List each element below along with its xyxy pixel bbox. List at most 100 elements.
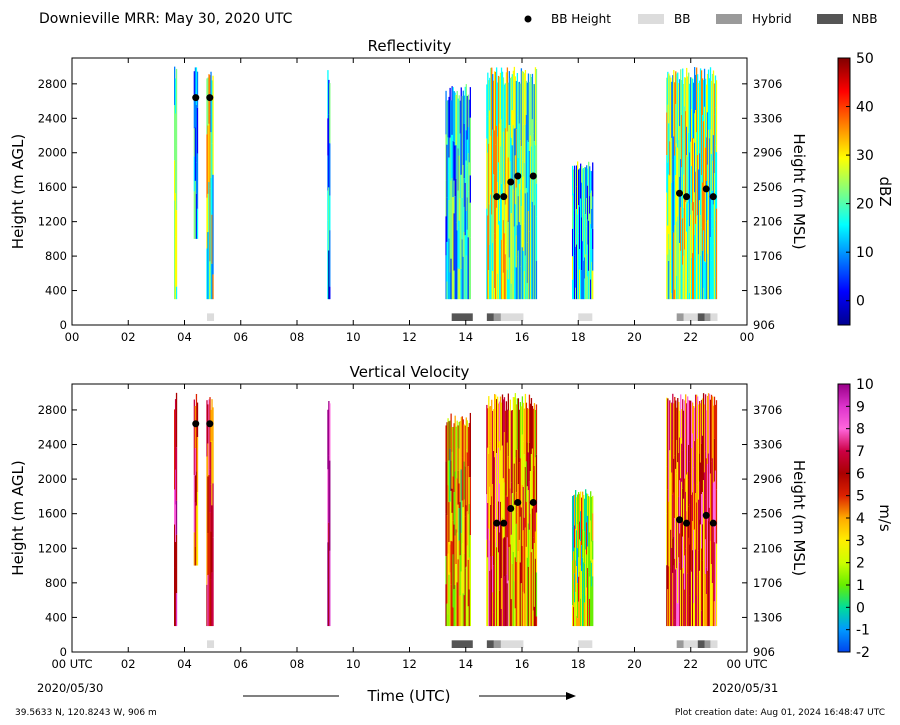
velocity-echo-segment: [445, 412, 472, 627]
velocity-echo-segment: [174, 392, 178, 627]
reflectivity-x-tick-label: 00: [65, 330, 80, 344]
reflectivity-bb-class-bb-bar: [683, 313, 698, 321]
velocity-y-tick-label: 0: [60, 645, 67, 659]
reflectivity-echo-segment: [486, 67, 510, 300]
velocity-title: Vertical Velocity: [350, 363, 470, 381]
velocity-bb-class-bb-bar: [683, 640, 698, 648]
reflectivity-plot-frame: [71, 57, 748, 326]
legend-bb-height-label: BB Height: [551, 12, 611, 26]
reflectivity-y2-tick-label: 2106: [753, 215, 782, 229]
velocity-bb-height-point: [192, 420, 200, 428]
velocity-bb-class-bb-bar: [578, 640, 593, 648]
velocity-echo-segment: [193, 393, 199, 566]
velocity-colorbar-tick-label: 8: [856, 422, 865, 438]
reflectivity-x-tick-label: 16: [515, 330, 530, 344]
reflectivity-bb-class-hybrid-bar: [676, 313, 684, 321]
reflectivity-y-tick-label: 800: [45, 249, 67, 263]
velocity-bb-class-nbb-bar: [451, 640, 473, 648]
reflectivity-y-tick-label: 2800: [38, 77, 67, 91]
velocity-colorbar-tick-label: 6: [856, 466, 865, 482]
reflectivity-echo-segment: [571, 161, 594, 300]
time-arrow-head: [566, 692, 576, 700]
reflectivity-colorbar-tick-label: 0: [856, 294, 865, 310]
reflectivity-echo-segment: [206, 71, 214, 300]
reflectivity-bb-height-point: [709, 193, 717, 201]
reflectivity-colorbar-tick-label: 40: [856, 100, 874, 116]
velocity-bb-class-hybrid-bar: [704, 640, 711, 648]
reflectivity-ylabel: Height (m AGL): [9, 134, 27, 249]
reflectivity-x-tick-label: 12: [402, 330, 417, 344]
end-date-label: 2020/05/31: [712, 681, 778, 695]
velocity-echo-segment: [327, 400, 331, 627]
velocity-x-tick-label: 10: [346, 657, 361, 671]
velocity-bb-class-nbb-bar: [697, 640, 705, 648]
reflectivity-bb-class-hybrid-bar: [493, 313, 501, 321]
velocity-colorbar-tick-label: 3: [856, 533, 865, 549]
velocity-colorbar-tick-label: 1: [856, 578, 865, 594]
class-legend: BB Height BB Hybrid NBB: [524, 12, 877, 26]
reflectivity-bb-height-point: [676, 189, 683, 197]
reflectivity-bb-height-point: [500, 193, 508, 201]
velocity-x-tick-label: 00 UTC: [51, 657, 92, 671]
velocity-y2-tick-label: 1706: [753, 576, 782, 590]
start-date-label: 2020/05/30: [37, 681, 103, 695]
legend-nbb-swatch: [817, 14, 843, 24]
velocity-colorbar-tick-label: 7: [856, 444, 865, 460]
velocity-y-tick-label: 2400: [38, 438, 67, 452]
velocity-bb-class-hybrid-bar: [676, 640, 684, 648]
reflectivity-x-tick-label: 18: [571, 330, 586, 344]
reflectivity-y-tick-label: 1600: [38, 180, 67, 194]
velocity-bb-height-point: [702, 511, 710, 519]
velocity-x-tick-label: 04: [177, 657, 192, 671]
reflectivity-echo-segment: [327, 70, 331, 300]
velocity-echo-segment: [666, 393, 718, 627]
reflectivity-colorbar-label: dBZ: [876, 176, 894, 206]
velocity-colorbar-label: m/s: [876, 504, 894, 532]
velocity-x-tick-label: 20: [627, 657, 642, 671]
velocity-x-tick-label: 16: [515, 657, 530, 671]
reflectivity-x-tick-label: 22: [683, 330, 698, 344]
time-axis-label: Time (UTC): [367, 687, 451, 705]
velocity-y2-tick-label: 906: [753, 645, 775, 659]
reflectivity-y-tick-label: 2400: [38, 111, 67, 125]
velocity-bb-class-bb-bar: [710, 640, 718, 648]
velocity-colorbar-tick-label: -2: [856, 645, 870, 661]
velocity-colorbar-tick-label: 0: [856, 600, 865, 616]
velocity-y-tick-label: 1600: [38, 507, 67, 521]
velocity-y-tick-label: 400: [45, 610, 67, 624]
velocity-bb-height-point: [683, 519, 691, 527]
velocity-bb-height-point: [206, 420, 214, 428]
legend-nbb-label: NBB: [852, 12, 877, 26]
reflectivity-colorbar-tick-label: 10: [856, 245, 874, 261]
reflectivity-bb-height-point: [514, 172, 522, 180]
velocity-bb-height-point: [507, 504, 515, 512]
reflectivity-x-tick-label: 10: [346, 330, 361, 344]
reflectivity-x-tick-label: 06: [233, 330, 248, 344]
velocity-bb-class-nbb-bar: [486, 640, 494, 648]
reflectivity-x-tick-label: 02: [121, 330, 136, 344]
legend-bb-label: BB: [674, 12, 690, 26]
velocity-bb-height-point: [676, 516, 683, 524]
reflectivity-bb-class-bb-bar: [578, 313, 593, 321]
legend-hybrid-label: Hybrid: [752, 12, 792, 26]
velocity-y-tick-label: 800: [45, 576, 67, 590]
reflectivity-bb-height-point: [507, 178, 515, 186]
reflectivity-bb-class-nbb-bar: [697, 313, 705, 321]
reflectivity-bb-class-bb-bar: [710, 313, 718, 321]
reflectivity-colorbar-tick-label: 50: [856, 51, 874, 67]
reflectivity-y-tick-label: 0: [60, 318, 67, 332]
velocity-bb-class-bb-bar: [500, 640, 524, 648]
reflectivity-title: Reflectivity: [368, 37, 452, 55]
velocity-x-tick-label: 06: [233, 657, 248, 671]
reflectivity-y2-tick-label: 2906: [753, 146, 782, 160]
reflectivity-x-tick-label: 08: [290, 330, 305, 344]
reflectivity-y2-tick-label: 906: [753, 318, 775, 332]
location-label: 39.5633 N, 120.8243 W, 906 m: [15, 708, 157, 718]
velocity-y-tick-label: 2800: [38, 403, 67, 417]
reflectivity-bb-height-point: [493, 193, 501, 201]
velocity-y2-tick-label: 2506: [753, 507, 782, 521]
reflectivity-echo-segment: [193, 67, 199, 239]
